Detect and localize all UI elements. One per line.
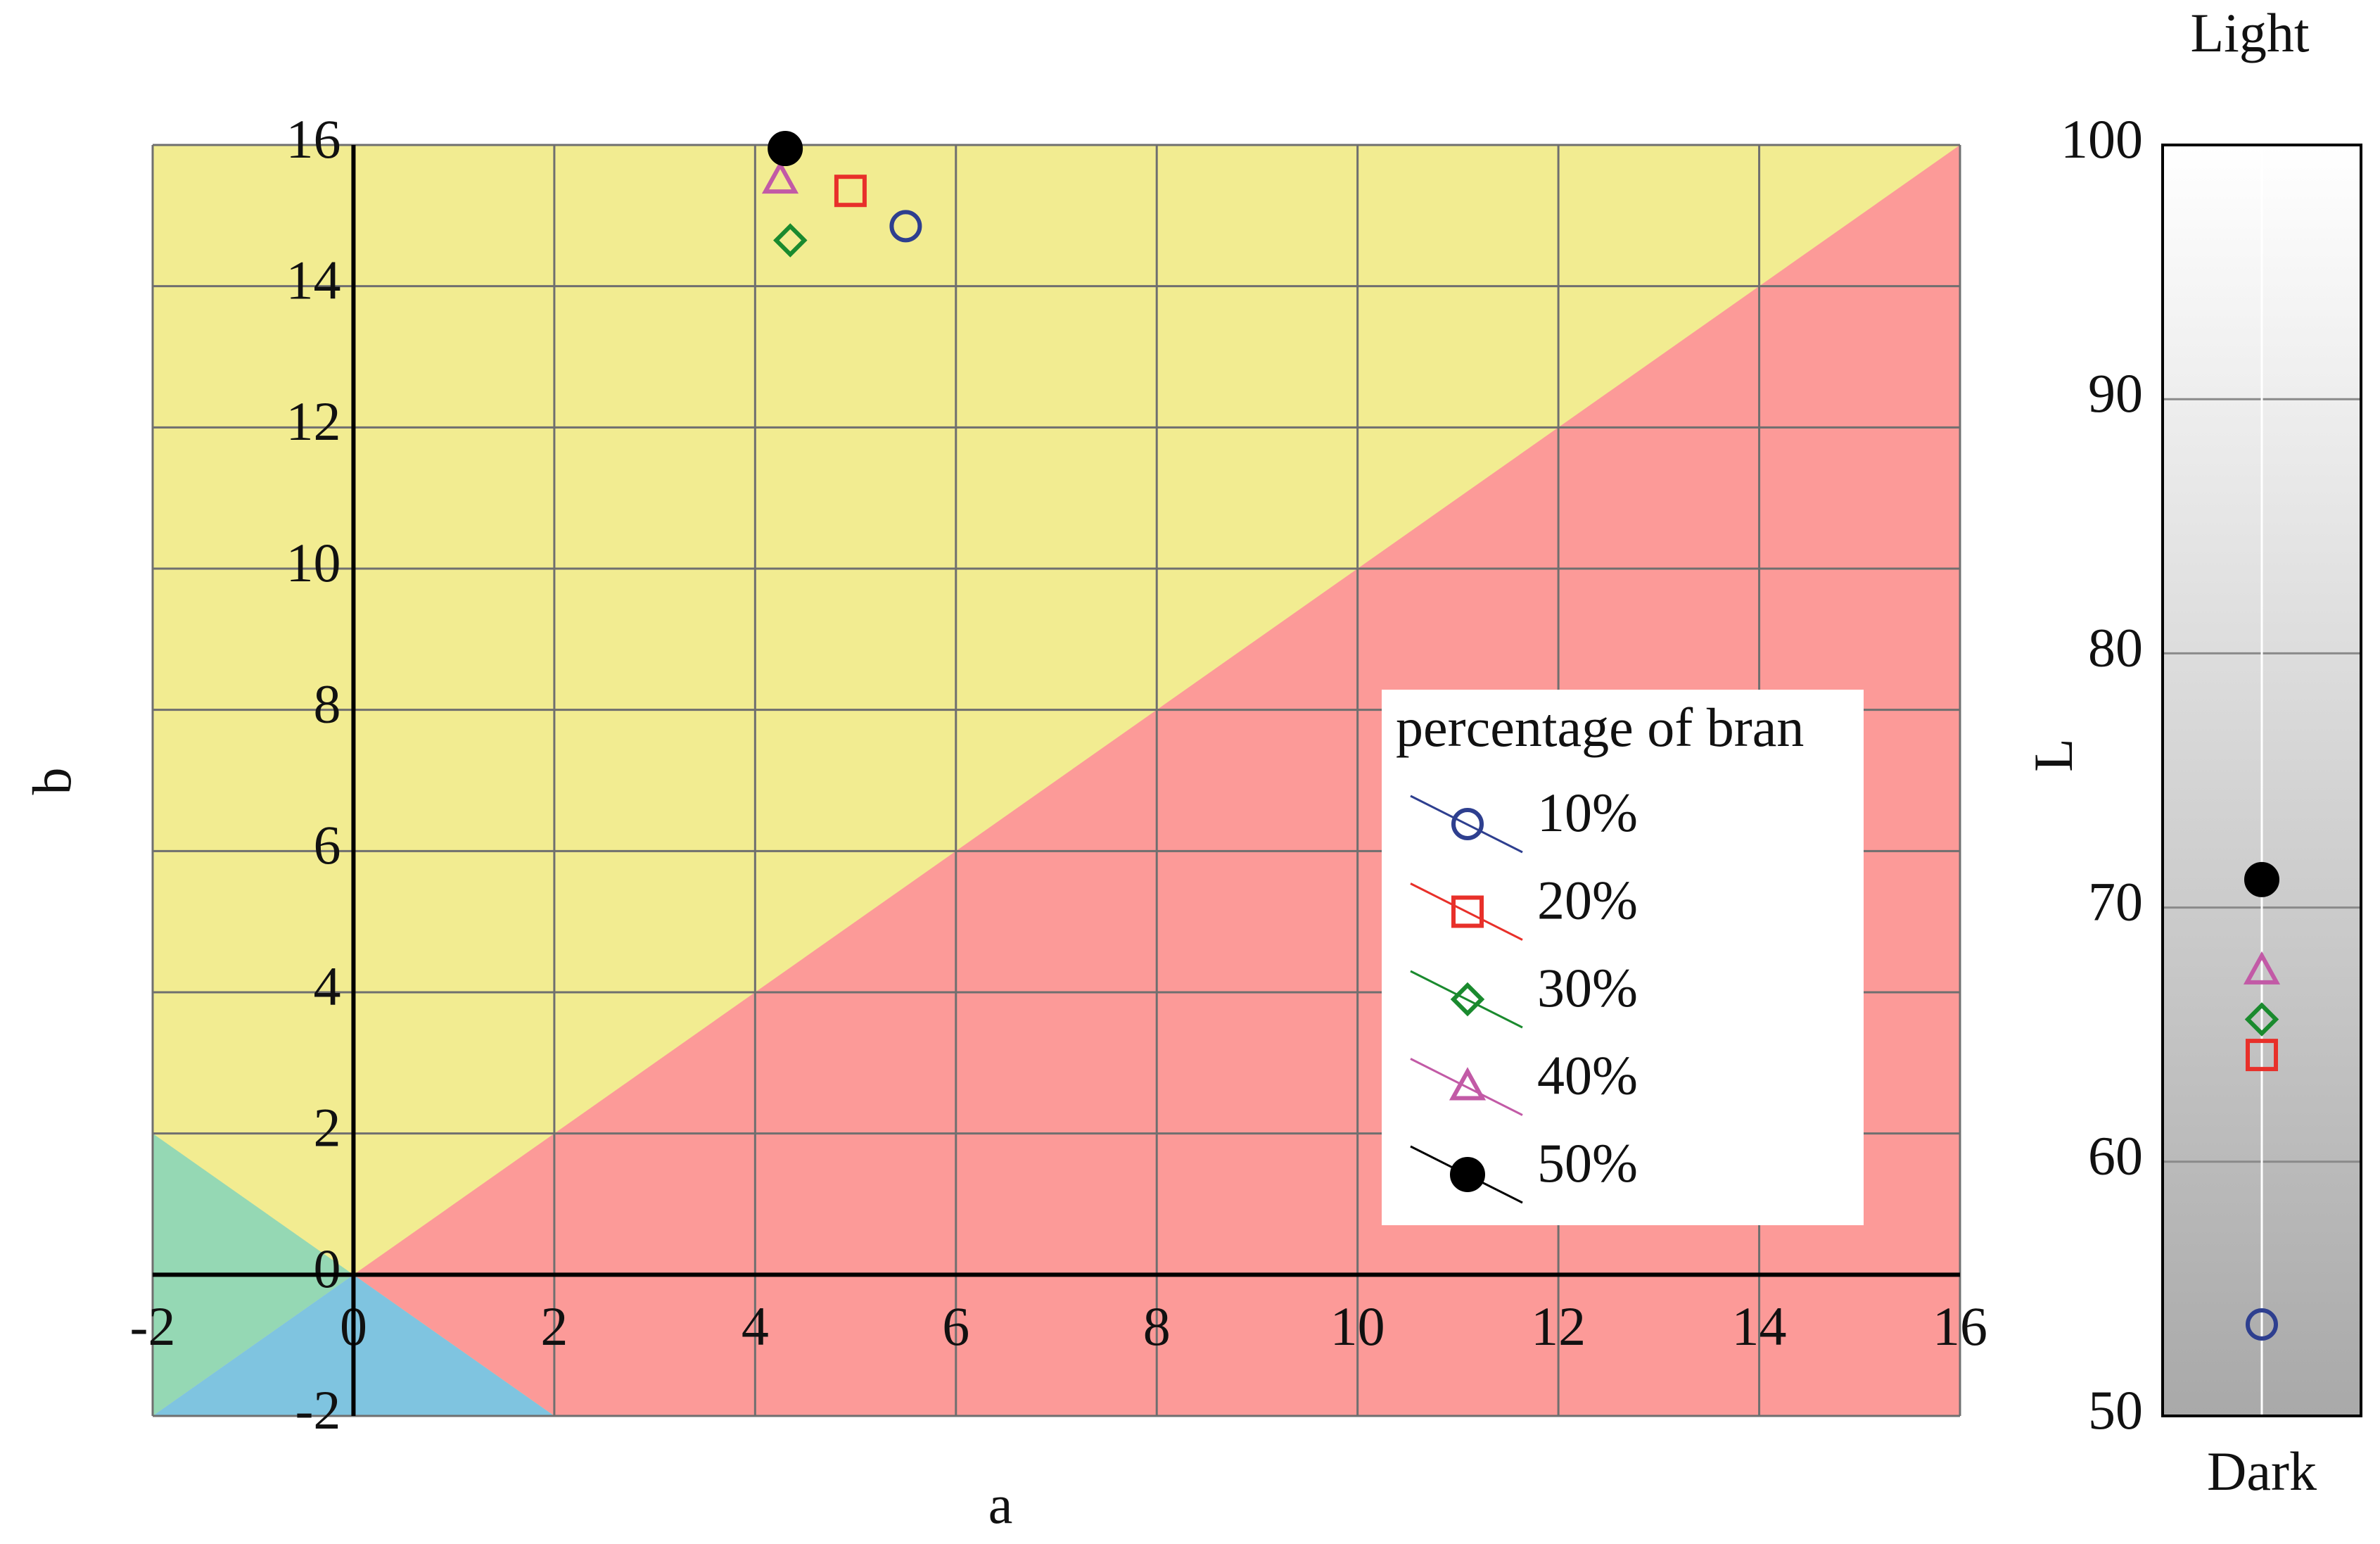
y-tick-label: 90 [2088, 362, 2143, 424]
y-tick-label: 6 [313, 814, 341, 875]
x-tick-label: 8 [1143, 1296, 1171, 1357]
y-tick-label: 8 [313, 673, 341, 735]
legend-marker [1451, 895, 1484, 928]
y-tick-label: 4 [313, 956, 341, 1017]
y-tick-label: 70 [2088, 871, 2143, 932]
legend-label: 20% [1537, 869, 1638, 930]
legend-marker [1451, 808, 1484, 840]
x-tick-label: 10 [1330, 1296, 1385, 1357]
legend-line [1410, 795, 1523, 854]
data-point [773, 223, 808, 258]
legend-label: 40% [1537, 1044, 1638, 1106]
y-tick-label: 60 [2088, 1125, 2143, 1187]
data-point [761, 160, 799, 194]
legend-marker [1450, 1157, 1485, 1192]
y-tick-label: 12 [286, 391, 341, 452]
x-tick-label: 12 [1531, 1296, 1586, 1357]
legend-line [1410, 970, 1523, 1029]
strip-frame [2161, 144, 2362, 1417]
data-point [2246, 1039, 2278, 1072]
x-tick-label: 14 [1732, 1296, 1787, 1357]
data-point [889, 210, 922, 243]
x-tick-label: 16 [1933, 1296, 1987, 1357]
y-tick-label: 50 [2088, 1379, 2143, 1441]
x-tick-label: 6 [942, 1296, 969, 1357]
y-tick-label: 2 [313, 1097, 341, 1158]
data-point [2244, 861, 2279, 897]
data-point [2244, 1002, 2279, 1037]
y-axis-label: b [21, 768, 82, 795]
x-tick-label: Dark [2207, 1441, 2317, 1502]
data-point [2243, 951, 2281, 985]
legend-label: 10% [1537, 782, 1638, 843]
data-point [768, 131, 803, 167]
legend-label: 30% [1537, 957, 1638, 1018]
legend-line [1410, 882, 1523, 941]
legend-label: 50% [1537, 1132, 1638, 1194]
legend-box [1382, 690, 1864, 1225]
legend-title: percentage of bran [1396, 697, 1804, 758]
y-tick-label: 16 [286, 108, 341, 170]
y-tick-label: 0 [313, 1238, 341, 1299]
y-tick-label: -2 [295, 1379, 341, 1441]
x-tick-label: 4 [742, 1296, 769, 1357]
data-point [834, 175, 867, 208]
y-tick-label: 14 [286, 250, 341, 311]
legend-marker [1449, 1067, 1487, 1101]
y-tick-label: 80 [2088, 616, 2143, 678]
legend-marker [1450, 982, 1485, 1017]
strip-y-label: L [2023, 738, 2084, 772]
x-tick-label: 2 [540, 1296, 568, 1357]
y-tick-label: 100 [2061, 108, 2143, 170]
legend-line [1410, 1058, 1523, 1116]
data-point [2246, 1308, 2278, 1341]
strip-title: Light [2191, 2, 2310, 63]
x-tick-label: -2 [130, 1296, 176, 1357]
x-axis-label: a [988, 1474, 1013, 1535]
y-tick-label: 10 [286, 532, 341, 593]
